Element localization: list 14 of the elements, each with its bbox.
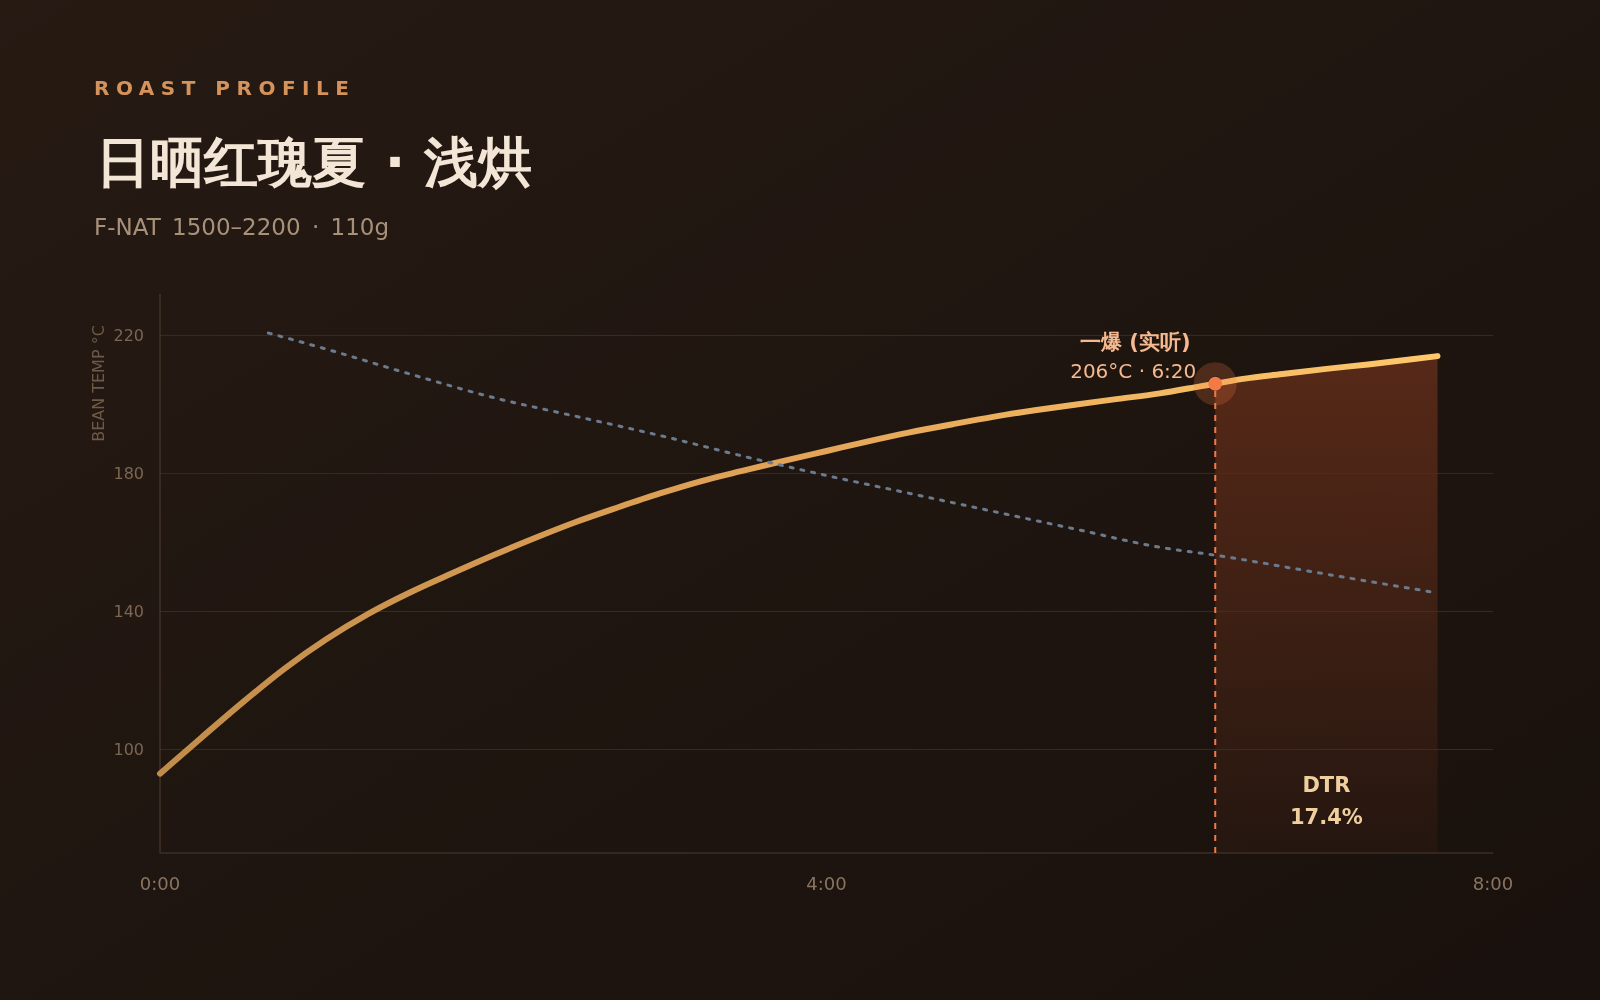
x-tick-label: 0:00 [139,873,181,894]
y-tick-label: 140 [113,601,144,621]
annotation: 206°C · 6:20 [1070,358,1197,383]
ref-line-label: 一爆 (实听) [1079,329,1191,354]
chart-subtitle: F-NAT 1500–2200 · 110g [94,214,390,240]
y-tick-label: 220 [113,325,144,345]
x-tick-label: 8:00 [1472,873,1514,894]
band-label: DTR 17.4% [1289,773,1363,829]
y-axis-title: BEAN TEMP °C [89,325,108,442]
chart-title: 日晒红瑰夏 · 浅烘 [96,131,533,194]
x-tick-label: 4:00 [806,873,847,894]
y-tick-label: 180 [113,463,144,483]
y-tick-label: 100 [113,739,144,759]
text: ROAST PROFILE [94,76,356,100]
